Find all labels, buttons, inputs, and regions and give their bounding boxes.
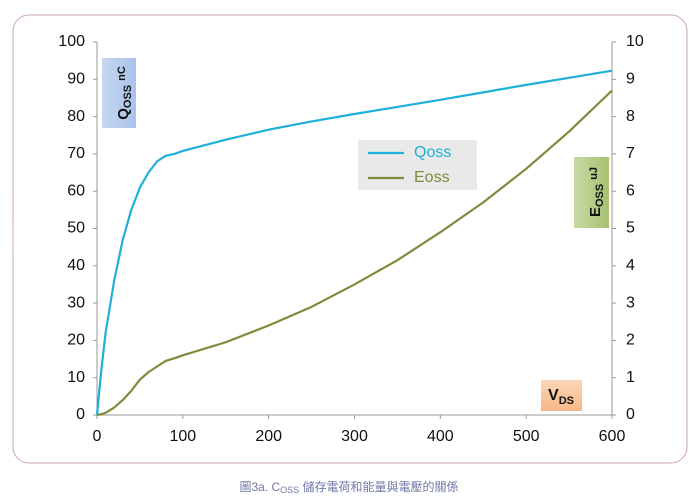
frame bbox=[12, 14, 688, 464]
y2-tick-label: 0 bbox=[626, 406, 635, 423]
y-tick-label: 0 bbox=[76, 406, 85, 423]
y-tick-label: 90 bbox=[67, 71, 85, 88]
y-tick-label: 20 bbox=[67, 332, 85, 349]
x-label-main: V bbox=[548, 387, 559, 404]
y2-tick-label: 8 bbox=[626, 108, 635, 125]
y2-tick-label: 9 bbox=[626, 71, 635, 88]
caption: 圖3a. COSS 儲存電荷和能量與電壓的關係 bbox=[239, 479, 458, 495]
y-tick-label: 70 bbox=[67, 145, 85, 162]
x-tick-label: 100 bbox=[169, 428, 196, 445]
y-tick-label: 50 bbox=[67, 220, 85, 237]
y2-label-unit: uJ bbox=[588, 167, 600, 180]
y-tick-label: 10 bbox=[67, 369, 85, 386]
y2-tick-label: 6 bbox=[626, 182, 635, 199]
y-label-sub: OSS bbox=[122, 85, 134, 108]
caption-rest: 儲存電荷和能量與電壓的關係 bbox=[299, 479, 458, 494]
caption-main: 圖3a. C bbox=[239, 480, 280, 494]
x-tick-label: 300 bbox=[341, 428, 368, 445]
y-label-box bbox=[102, 58, 136, 128]
legend-box bbox=[358, 140, 477, 190]
y-tick-label: 30 bbox=[67, 294, 85, 311]
series-line bbox=[96, 89, 613, 417]
y2-tick-label: 1 bbox=[626, 369, 635, 386]
y-tick-label: 60 bbox=[67, 182, 85, 199]
y-label: QOSS nC bbox=[115, 66, 134, 120]
y2-label-box bbox=[574, 157, 609, 228]
legend-label: Qoss bbox=[414, 144, 451, 161]
legend-label: Eoss bbox=[414, 169, 450, 186]
x-label-sub: DS bbox=[559, 395, 574, 407]
x-label-box bbox=[541, 380, 582, 411]
caption-sub: OSS bbox=[280, 485, 299, 495]
x-tick-label: 600 bbox=[599, 428, 626, 445]
y2-label: EOSS uJ bbox=[587, 167, 606, 217]
y-label-main: Q bbox=[115, 108, 132, 120]
y2-label-sub: OSS bbox=[594, 184, 606, 207]
y2-tick-label: 3 bbox=[626, 294, 635, 311]
series-line bbox=[95, 69, 613, 416]
y-tick-label: 80 bbox=[67, 108, 85, 125]
y2-tick-label: 10 bbox=[626, 33, 644, 50]
y2-tick-label: 5 bbox=[626, 220, 635, 237]
x-label: VDS bbox=[548, 387, 574, 407]
y-tick-label: 100 bbox=[58, 33, 85, 50]
x-tick-label: 400 bbox=[427, 428, 454, 445]
y2-label-main: E bbox=[587, 207, 604, 217]
y2-tick-label: 2 bbox=[626, 332, 635, 349]
y2-tick-label: 4 bbox=[626, 257, 635, 274]
y-tick-label: 40 bbox=[67, 257, 85, 274]
x-tick-label: 200 bbox=[255, 428, 282, 445]
y2-tick-label: 7 bbox=[626, 145, 635, 162]
x-tick-label: 0 bbox=[93, 428, 102, 445]
y-label-unit: nC bbox=[116, 66, 128, 81]
x-tick-label: 500 bbox=[513, 428, 540, 445]
